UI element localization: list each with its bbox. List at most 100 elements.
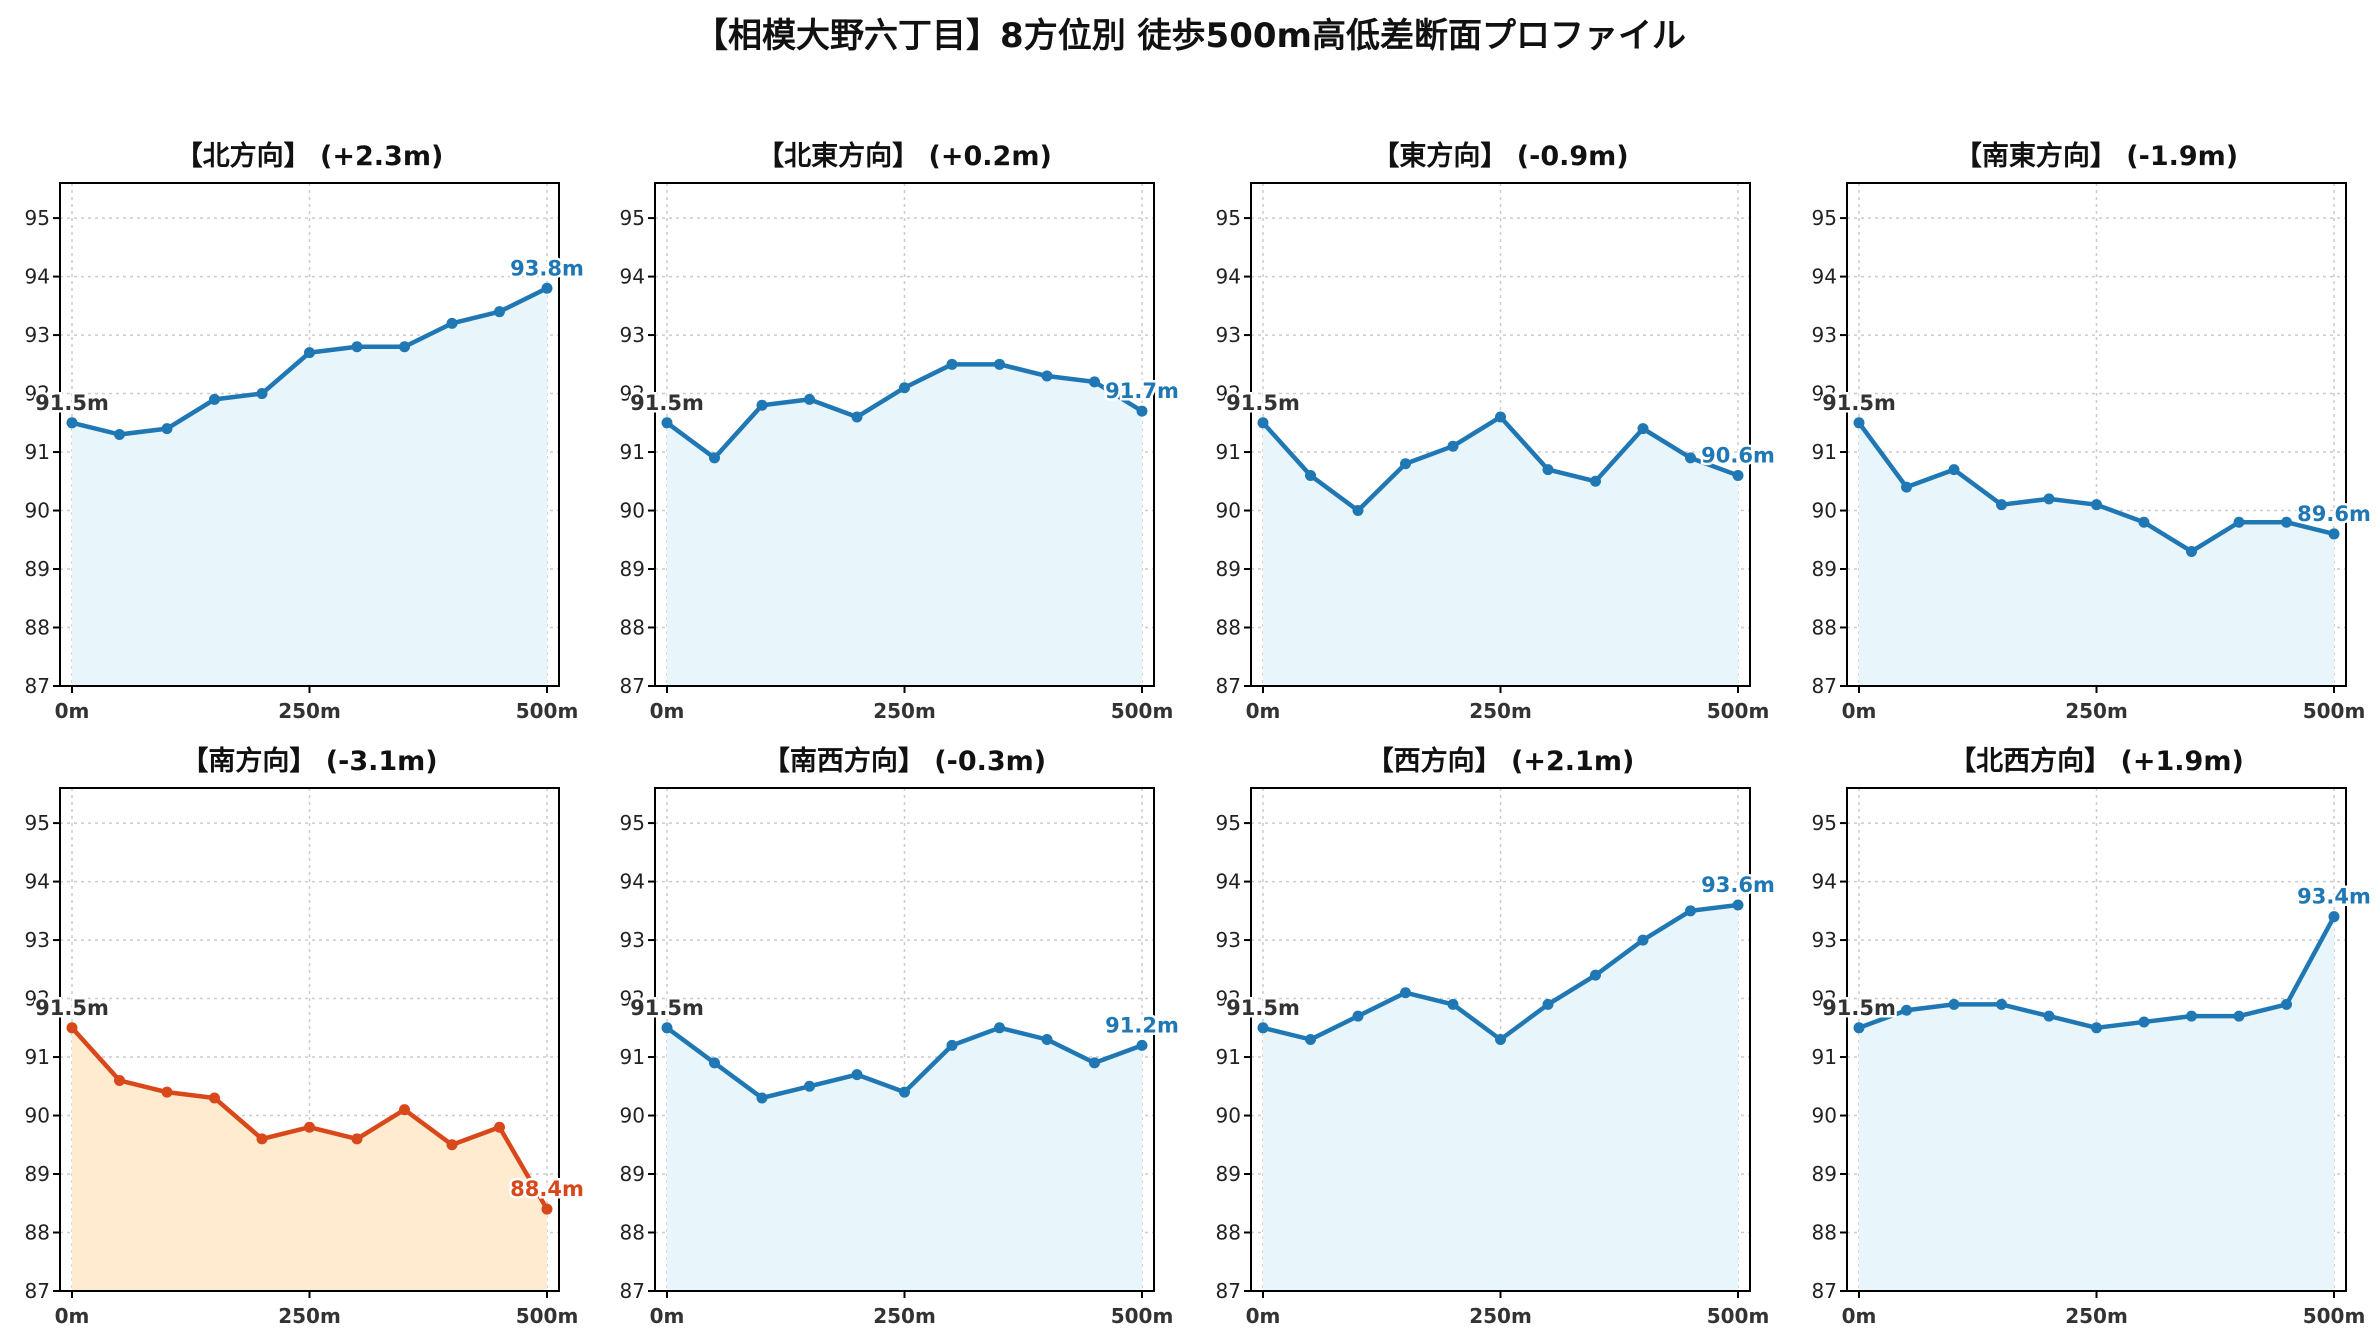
start-value-label: 91.5m bbox=[1822, 996, 1896, 1020]
ytick-label: 91 bbox=[25, 440, 50, 464]
data-point bbox=[994, 1022, 1005, 1034]
data-point bbox=[2091, 1022, 2102, 1034]
ytick-label: 93 bbox=[1812, 928, 1837, 952]
chart-panel-3: 87 88 89 90 91 92 93 94 95 0m 250m 500m 【南東方向】 (-1.9… bbox=[1812, 140, 2374, 723]
chart-panel-0: 87 88 89 90 91 92 93 94 95 0m 250m 500m 【北方向】 (+2.3m… bbox=[25, 140, 587, 723]
xtick-label: 0m bbox=[55, 699, 90, 723]
panel-title: 【北方向】 (+2.3m) bbox=[176, 140, 444, 172]
ytick-label: 87 bbox=[1812, 674, 1837, 698]
panel-title: 【北西方向】 (+1.9m) bbox=[1949, 745, 2244, 777]
ytick-label: 94 bbox=[25, 870, 50, 894]
xtick-label: 250m bbox=[2065, 699, 2128, 723]
xtick-label: 0m bbox=[1842, 1304, 1877, 1328]
area-fill bbox=[667, 1027, 1142, 1291]
data-point bbox=[1996, 998, 2007, 1010]
ytick-label: 91 bbox=[1216, 440, 1241, 464]
xtick-label: 500m bbox=[516, 1304, 579, 1328]
ytick-label: 92 bbox=[25, 382, 50, 406]
data-point bbox=[804, 393, 815, 405]
data-point bbox=[1447, 440, 1459, 452]
panel-title: 【南西方向】 (-0.3m) bbox=[763, 745, 1046, 777]
xtick-label: 500m bbox=[1707, 699, 1770, 723]
ytick-label: 93 bbox=[620, 323, 645, 347]
ytick-label: 89 bbox=[620, 557, 645, 581]
data-point bbox=[1901, 1004, 1912, 1016]
data-point bbox=[804, 1080, 815, 1092]
ytick-label: 92 bbox=[1812, 987, 1837, 1011]
end-value-label: 93.8m bbox=[510, 256, 584, 280]
ytick-label: 88 bbox=[1812, 1221, 1837, 1245]
xtick-label: 500m bbox=[516, 699, 579, 723]
data-point bbox=[1853, 417, 1865, 429]
data-point bbox=[66, 1022, 78, 1034]
figure-title: 【相模大野六丁目】8方位別 徒歩500m高低差断面プロファイル bbox=[694, 16, 1686, 56]
ytick-label: 88 bbox=[620, 616, 645, 640]
ytick-label: 93 bbox=[1216, 323, 1241, 347]
data-point bbox=[1089, 376, 1100, 388]
data-point bbox=[2328, 911, 2340, 923]
ytick-label: 92 bbox=[25, 987, 50, 1011]
data-point bbox=[709, 1057, 720, 1069]
ytick-label: 87 bbox=[1216, 674, 1241, 698]
area-fill bbox=[1263, 416, 1738, 686]
data-point bbox=[1948, 464, 1960, 476]
ytick-label: 90 bbox=[25, 499, 50, 523]
ytick-label: 94 bbox=[620, 265, 645, 289]
data-point bbox=[899, 1086, 910, 1098]
data-point bbox=[2043, 493, 2055, 505]
ytick-label: 87 bbox=[620, 674, 645, 698]
xtick-label: 500m bbox=[2303, 699, 2366, 723]
data-point bbox=[1352, 505, 1364, 517]
ytick-label: 88 bbox=[1216, 1221, 1241, 1245]
start-value-label: 91.5m bbox=[1226, 391, 1300, 415]
xtick-label: 0m bbox=[1842, 699, 1877, 723]
ytick-label: 93 bbox=[25, 928, 50, 952]
data-point bbox=[161, 1086, 173, 1098]
xtick-label: 250m bbox=[1469, 1304, 1532, 1328]
data-point bbox=[2138, 1016, 2150, 1028]
chart-panel-5: 87 88 89 90 91 92 93 94 95 0m 250m 500m 【南西方向】 (-0.3… bbox=[620, 745, 1182, 1328]
start-value-label: 91.5m bbox=[35, 996, 109, 1020]
data-point bbox=[1948, 998, 1960, 1010]
data-point bbox=[541, 1203, 553, 1215]
data-point bbox=[446, 1139, 458, 1151]
data-point bbox=[2281, 516, 2292, 528]
xtick-label: 250m bbox=[1469, 699, 1532, 723]
xtick-label: 500m bbox=[1707, 1304, 1770, 1328]
data-point bbox=[756, 399, 768, 411]
ytick-label: 91 bbox=[1812, 1045, 1837, 1069]
data-point bbox=[1637, 934, 1649, 946]
start-value-label: 91.5m bbox=[35, 391, 109, 415]
ytick-label: 89 bbox=[1216, 1162, 1241, 1186]
ytick-label: 91 bbox=[620, 1045, 645, 1069]
ytick-label: 94 bbox=[620, 870, 645, 894]
data-point bbox=[899, 382, 910, 394]
data-point bbox=[2281, 998, 2292, 1010]
data-point bbox=[1590, 969, 1601, 981]
ytick-label: 95 bbox=[620, 811, 645, 835]
data-point bbox=[1136, 405, 1148, 417]
ytick-label: 88 bbox=[1812, 616, 1837, 640]
ytick-label: 90 bbox=[1812, 499, 1837, 523]
ytick-label: 90 bbox=[25, 1104, 50, 1128]
ytick-label: 94 bbox=[1812, 870, 1837, 894]
data-point bbox=[209, 393, 220, 405]
data-point bbox=[2186, 1010, 2197, 1022]
xtick-label: 250m bbox=[873, 1304, 936, 1328]
data-point bbox=[351, 1133, 363, 1145]
ytick-label: 92 bbox=[620, 987, 645, 1011]
ytick-label: 88 bbox=[620, 1221, 645, 1245]
data-point bbox=[304, 347, 315, 359]
ytick-label: 92 bbox=[1216, 987, 1241, 1011]
data-point bbox=[1590, 475, 1601, 487]
data-point bbox=[399, 1104, 410, 1116]
data-point bbox=[1732, 899, 1744, 911]
data-point bbox=[946, 1039, 958, 1051]
ytick-label: 88 bbox=[1216, 616, 1241, 640]
data-point bbox=[1305, 469, 1316, 481]
ytick-label: 89 bbox=[25, 557, 50, 581]
ytick-label: 89 bbox=[1812, 1162, 1837, 1186]
ytick-label: 90 bbox=[1216, 1104, 1241, 1128]
data-point bbox=[1257, 417, 1269, 429]
panel-title: 【南東方向】 (-1.9m) bbox=[1955, 140, 2238, 172]
